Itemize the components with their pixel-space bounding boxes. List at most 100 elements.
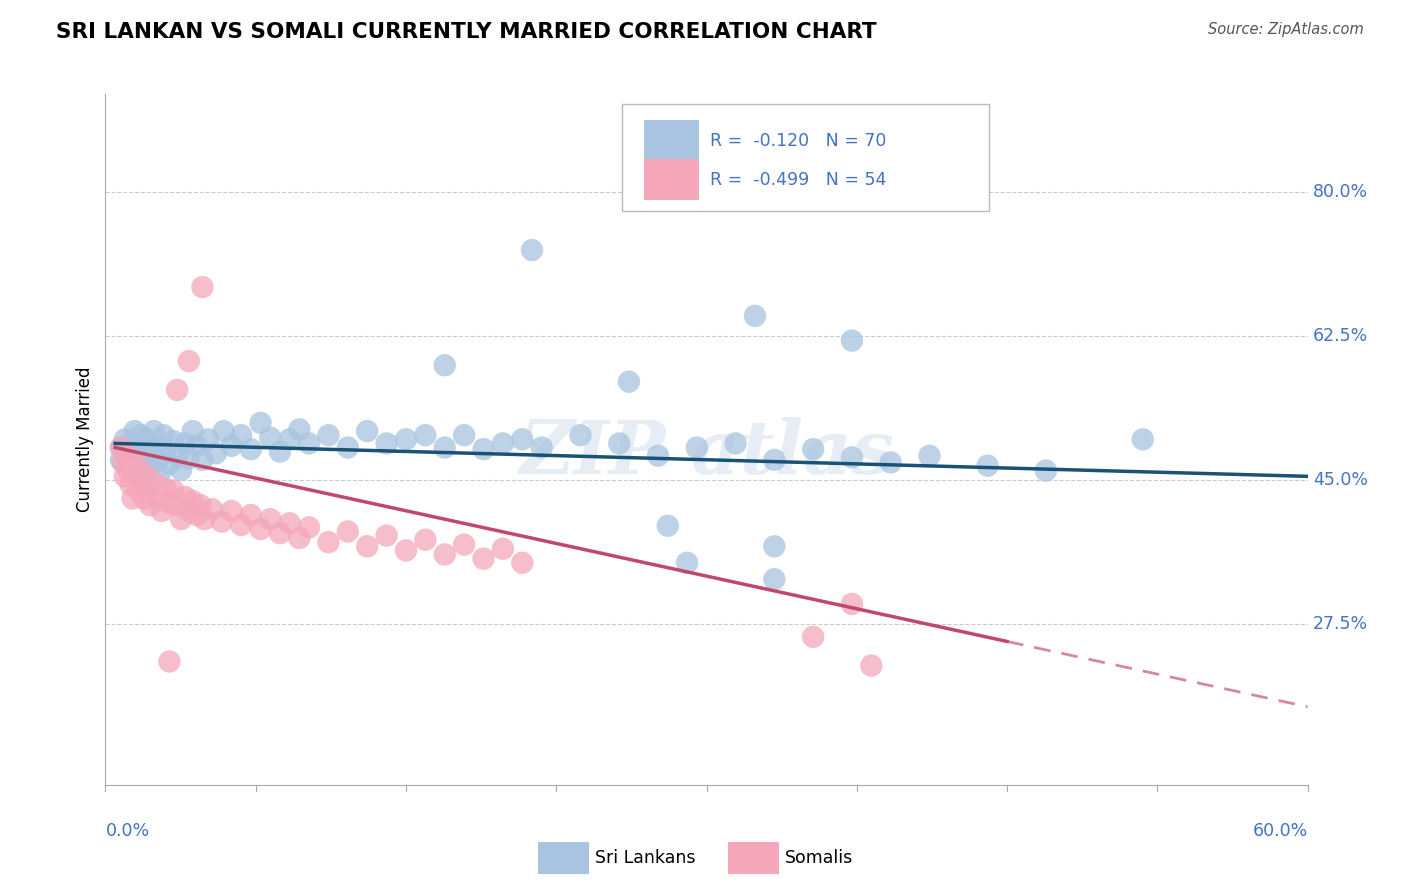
Point [269, 526, 291, 541]
Point [115, 449, 138, 463]
Point [136, 444, 159, 458]
Point [607, 436, 630, 450]
Point [166, 498, 188, 512]
Point [124, 455, 146, 469]
Point [142, 475, 165, 489]
Point [415, 428, 437, 442]
Point [433, 548, 456, 562]
Point [763, 453, 786, 467]
Point [193, 512, 215, 526]
Point [155, 482, 177, 496]
Point [124, 424, 146, 438]
Point [146, 490, 169, 504]
Point [129, 428, 152, 442]
Point [221, 439, 243, 453]
Point [110, 441, 132, 455]
Point [152, 428, 174, 442]
Text: 27.5%: 27.5% [1313, 615, 1368, 633]
Point [111, 455, 134, 469]
FancyBboxPatch shape [644, 120, 699, 161]
Point [149, 467, 172, 481]
Point [336, 441, 359, 455]
Point [146, 453, 169, 467]
Point [136, 483, 159, 498]
Point [318, 428, 340, 442]
Point [744, 309, 766, 323]
Text: 45.0%: 45.0% [1313, 472, 1368, 490]
Point [415, 533, 437, 547]
Point [231, 517, 253, 532]
Point [131, 453, 153, 467]
Point [197, 432, 219, 446]
Point [201, 502, 224, 516]
Point [134, 491, 156, 506]
Point [239, 508, 262, 522]
Point [174, 490, 197, 504]
Point [110, 453, 132, 467]
Point [191, 453, 214, 467]
Text: R =  -0.120   N = 70: R = -0.120 N = 70 [710, 131, 887, 150]
Point [205, 446, 228, 460]
Point [841, 597, 863, 611]
Point [724, 436, 747, 450]
Point [170, 463, 193, 477]
Point [115, 449, 138, 463]
Point [375, 528, 398, 542]
Point [510, 556, 533, 570]
Point [231, 428, 253, 442]
Point [288, 531, 311, 545]
Point [269, 444, 291, 458]
Text: 60.0%: 60.0% [1253, 822, 1308, 840]
Point [453, 428, 475, 442]
Text: 80.0%: 80.0% [1313, 184, 1368, 202]
Point [120, 477, 142, 491]
Point [139, 458, 162, 473]
Point [181, 494, 204, 508]
Point [763, 572, 786, 586]
Point [177, 354, 200, 368]
Point [186, 439, 208, 453]
Point [131, 477, 153, 491]
Point [569, 428, 592, 442]
Text: ZIP atlas: ZIP atlas [519, 417, 894, 490]
Point [259, 512, 281, 526]
Point [159, 655, 181, 669]
Point [139, 498, 162, 512]
Point [177, 451, 200, 466]
Point [145, 439, 167, 453]
Text: Somalis: Somalis [785, 849, 853, 867]
Point [520, 243, 543, 257]
Point [118, 464, 141, 478]
Point [162, 434, 184, 448]
Text: SRI LANKAN VS SOMALI CURRENTLY MARRIED CORRELATION CHART: SRI LANKAN VS SOMALI CURRENTLY MARRIED C… [56, 22, 877, 42]
Y-axis label: Currently Married: Currently Married [76, 367, 94, 512]
Text: R =  -0.499   N = 54: R = -0.499 N = 54 [710, 170, 887, 188]
Point [492, 436, 515, 450]
Point [129, 441, 152, 455]
Point [166, 383, 188, 397]
Point [135, 469, 157, 483]
Point [763, 539, 786, 553]
Point [120, 436, 142, 450]
Point [121, 457, 143, 471]
Point [127, 469, 149, 483]
Point [801, 630, 824, 644]
Point [472, 551, 495, 566]
Point [356, 539, 378, 553]
Point [114, 432, 136, 446]
Point [249, 416, 271, 430]
Point [186, 508, 208, 522]
Point [686, 441, 709, 455]
Point [298, 436, 321, 450]
Point [657, 518, 679, 533]
Point [121, 491, 143, 506]
Point [1132, 432, 1154, 446]
Point [298, 520, 321, 534]
Point [453, 538, 475, 552]
Point [155, 442, 177, 457]
Point [395, 432, 418, 446]
Point [249, 522, 271, 536]
Point [177, 504, 200, 518]
Text: Sri Lankans: Sri Lankans [595, 849, 695, 867]
FancyBboxPatch shape [623, 104, 988, 211]
